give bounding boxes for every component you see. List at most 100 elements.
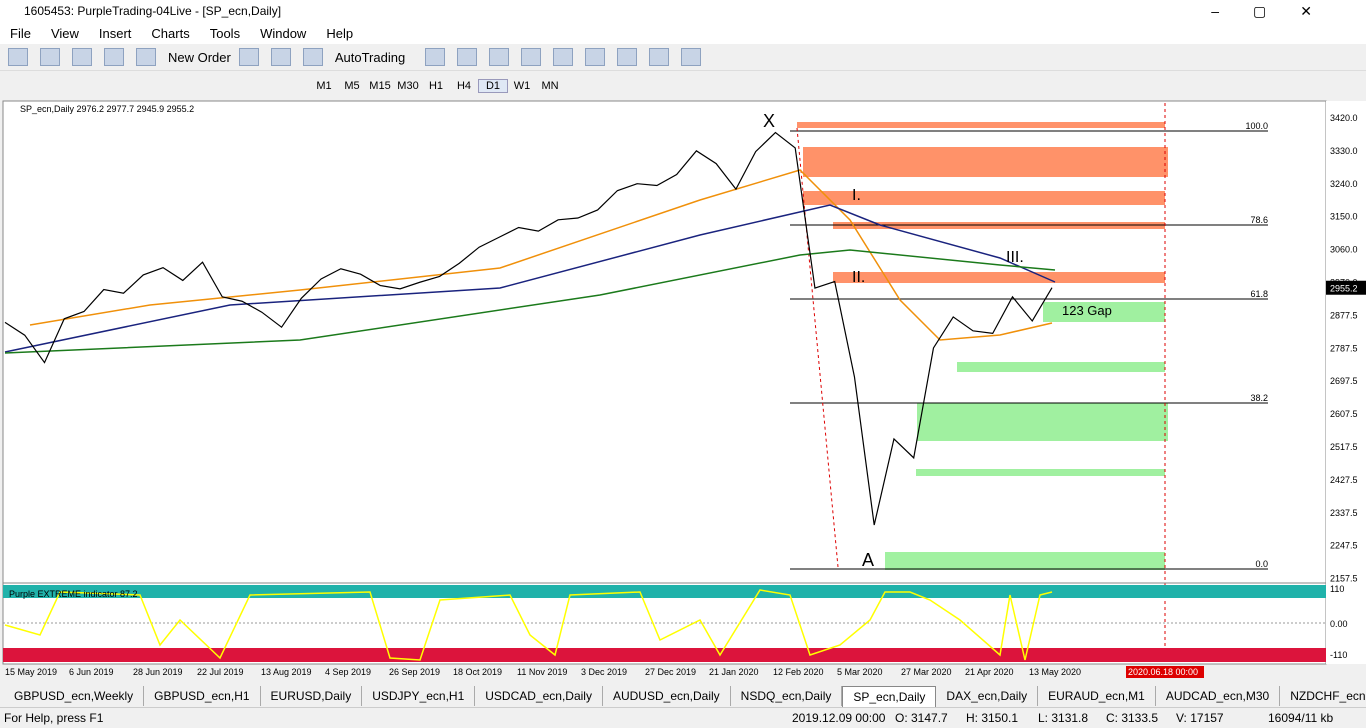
price-label: 2337.5: [1330, 508, 1358, 518]
price-label: 2787.5: [1330, 343, 1358, 353]
timeframe-button[interactable]: M30: [397, 79, 419, 92]
price-label: 2697.5: [1330, 376, 1358, 386]
timeframe-button[interactable]: W1: [513, 79, 531, 92]
date-label: 26 Sep 2019: [389, 667, 440, 677]
indicator-label: -110: [1330, 650, 1347, 660]
menu-item[interactable]: File: [10, 25, 31, 41]
date-label: 11 Nov 2019: [517, 667, 567, 677]
timeframe-button[interactable]: MN: [541, 79, 559, 92]
fib-label: 38.2: [1250, 393, 1268, 403]
timeframe-button[interactable]: H4: [456, 79, 472, 92]
status-high: H: 3150.1: [966, 711, 1019, 725]
chart-tabs: GBPUSD_ecn,Weekly GBPUSD_ecn,H1 EURUSD,Dai…: [0, 685, 1366, 707]
indicator-label: 0.00: [1330, 619, 1348, 629]
fib-lines: [790, 130, 1268, 570]
menu-item[interactable]: Insert: [98, 25, 132, 41]
price-label: 2247.5: [1330, 541, 1358, 551]
price-label: 3420.0: [1330, 113, 1358, 123]
fib-label: 61.8: [1250, 289, 1268, 299]
current-price: 2955.2: [1330, 284, 1358, 294]
indicator-label: 110: [1330, 584, 1344, 594]
status-volume: V: 17157: [1176, 711, 1224, 725]
date-label: 21 Apr 2020: [965, 667, 1014, 677]
menu-item[interactable]: Help: [326, 25, 354, 41]
menu-item[interactable]: Tools: [209, 25, 241, 41]
chart-area: [2, 100, 1327, 665]
chart-tab[interactable]: EURUSD,Daily: [261, 686, 363, 706]
window-controls[interactable]: –▢✕: [1211, 2, 1346, 19]
ma-navy: [4, 204, 1056, 353]
chart-tab[interactable]: AUDUSD_ecn,Daily: [603, 686, 731, 706]
date-label: 5 Mar 2020: [837, 667, 883, 677]
chart-tab[interactable]: SP_ecn,Daily: [842, 685, 937, 707]
toolbar: New Order AutoTrading: [0, 44, 1366, 71]
date-label: 4 Sep 2019: [325, 667, 371, 677]
price-label: 3060.0: [1330, 245, 1358, 255]
autotrading-button[interactable]: AutoTrading: [334, 49, 406, 65]
menu-item[interactable]: View: [50, 25, 79, 41]
status-bar: For Help, press F1 2019.12.09 00:00 O: 314…: [0, 707, 1366, 728]
date-label: 18 Oct 2019: [453, 667, 502, 677]
status-open: O: 3147.7: [895, 711, 948, 725]
chart-tab[interactable]: GBPUSD_ecn,H1: [144, 686, 261, 706]
chart-tab[interactable]: AUDCAD_ecn,M30: [1156, 686, 1281, 706]
new-order-button[interactable]: New Order: [168, 49, 231, 65]
date-label: 15 May 2019: [5, 667, 57, 677]
fib-label: 78.6: [1250, 215, 1268, 225]
date-label: 28 Jun 2019: [133, 667, 183, 677]
timeframe-button[interactable]: M5: [344, 79, 360, 92]
menu-item[interactable]: Charts: [151, 25, 190, 41]
menu-item[interactable]: Window: [260, 25, 307, 41]
price-line: [4, 131, 1053, 526]
timeframe-button[interactable]: H1: [428, 79, 444, 92]
price-label: 2877.5: [1330, 310, 1358, 320]
date-label: 27 Mar 2020: [901, 667, 952, 677]
menu-bar: File View Insert Charts Tools Window Help: [0, 22, 1366, 44]
price-label: 2607.5: [1330, 409, 1358, 419]
date-label: 27 Dec 2019: [645, 667, 696, 677]
date-label: 6 Jun 2019: [69, 667, 114, 677]
price-label: 3240.0: [1330, 179, 1358, 189]
chart: 100.0 78.6 61.8 38.2 0.0 3420.0 3330.0 3240.0 3…: [2, 100, 1366, 678]
title-bar: 1605453: PurpleTrading-04Live - [SP_ecn,…: [0, 0, 1366, 22]
chart-tab[interactable]: EURAUD_ecn,M1: [1038, 686, 1156, 706]
status-low: L: 3131.8: [1038, 711, 1089, 725]
chart-tab[interactable]: GBPUSD_ecn,Weekly: [4, 686, 145, 706]
timeframe-button[interactable]: D1: [478, 78, 508, 93]
chart-tab[interactable]: NZDCHF_ecn,H1: [1280, 686, 1366, 706]
chart-tab[interactable]: USDJPY_ecn,H1: [362, 686, 476, 706]
timeframe-button[interactable]: M15: [369, 79, 391, 92]
indicator-lower-band: [3, 648, 1326, 662]
annotation-x: X: [763, 111, 775, 131]
indicator-name: Purple EXTREME indicator 87.2: [9, 589, 138, 599]
chart-tab[interactable]: DAX_ecn,Daily: [936, 686, 1039, 706]
timeframe-toolbar: M1 M5 M15 M30 H1 H4 D1 W1 MN: [0, 72, 1366, 99]
status-traffic: 16094/11 kb: [1268, 711, 1334, 725]
zones: [797, 122, 1168, 570]
chart-tab[interactable]: USDCAD_ecn,Daily: [475, 686, 603, 706]
date-label: 13 May 2020: [1029, 667, 1081, 677]
end-date: 2020.06.18 00:00: [1128, 667, 1198, 677]
date-label: 13 Aug 2019: [261, 667, 312, 677]
annotation-gap: 123 Gap: [1062, 303, 1112, 318]
status-close: C: 3133.5: [1106, 711, 1159, 725]
price-label: 2157.5: [1330, 574, 1358, 584]
end-date-box: [1126, 666, 1204, 678]
fib-label: 0.0: [1255, 559, 1268, 569]
symbol-info: SP_ecn,Daily 2976.2 2977.7 2945.9 2955.2: [20, 104, 194, 114]
chart-tab[interactable]: NSDQ_ecn,Daily: [731, 686, 843, 706]
date-label: 3 Dec 2019: [581, 667, 627, 677]
fib-label: 100.0: [1245, 121, 1268, 131]
indicator-line: [4, 589, 1053, 661]
annotation-iii: III.: [1006, 249, 1024, 266]
timeframe-button[interactable]: M1: [316, 79, 332, 92]
status-time: 2019.12.09 00:00: [792, 711, 886, 725]
annotation-i: I.: [852, 187, 861, 204]
window-title: 1605453: PurpleTrading-04Live - [SP_ecn,…: [24, 4, 282, 18]
price-label: 2427.5: [1330, 475, 1358, 485]
date-label: 22 Jul 2019: [197, 667, 244, 677]
date-label: 21 Jan 2020: [709, 667, 759, 677]
ma-orange: [29, 169, 1053, 341]
annotation-ii: II.: [852, 269, 865, 286]
